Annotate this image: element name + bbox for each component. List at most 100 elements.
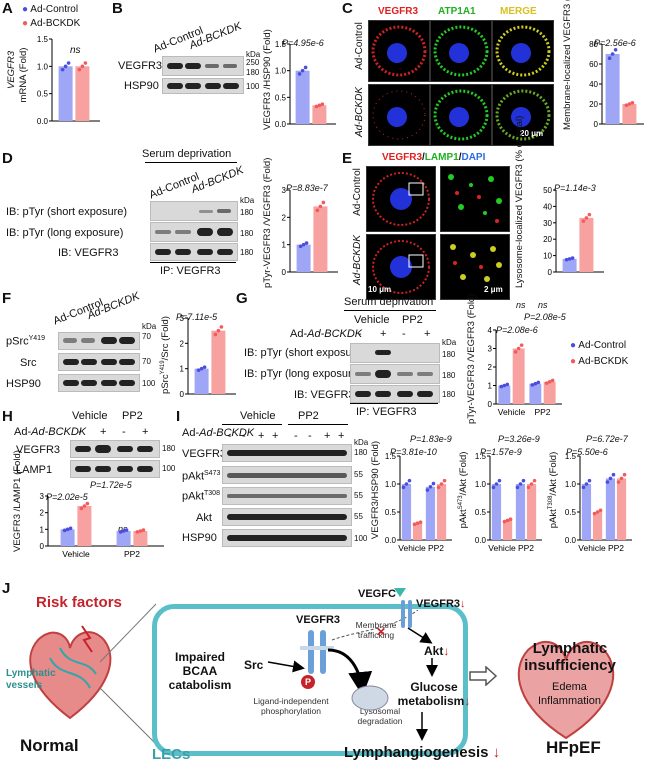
data-point (418, 520, 423, 524)
panel-g-ns-2: ns (538, 300, 548, 310)
bar (116, 531, 131, 546)
bar (512, 348, 525, 404)
receptor-icon (300, 630, 334, 674)
y-tick-label: 1.0 (275, 67, 287, 76)
bar (401, 484, 412, 540)
panel-i-blot-1: VEGFR3 (182, 448, 227, 460)
panel-e-label: E (342, 150, 353, 167)
data-point (300, 68, 305, 73)
sign: - (294, 430, 298, 442)
kda-marker: 180 (240, 229, 254, 238)
sign: - (228, 430, 232, 442)
y-tick-label: 40 (589, 80, 598, 89)
y-tick-label: 3 (282, 186, 287, 195)
panel-c-ylabel: Membrane-localized VEGFR3 (% of total) (562, 0, 573, 130)
bar (58, 66, 73, 121)
kda-label: kDa (354, 438, 369, 447)
data-point (494, 482, 499, 486)
panel-i-p1-2: P=3.26e-9 (498, 434, 540, 444)
panel-j-hfpef: HFpEF (546, 738, 601, 757)
data-point (415, 521, 420, 525)
panel-b-group-2: Ad-BCKDK (187, 20, 244, 52)
panel-j-label: J (2, 580, 11, 597)
data-point (404, 482, 409, 486)
bar (526, 484, 537, 540)
panel-g-blot-long (350, 364, 440, 384)
y-tick-label: 80 (589, 40, 598, 49)
data-point (83, 61, 88, 65)
data-point (622, 472, 627, 477)
y-tick-label: 1.5 (475, 452, 487, 461)
y-tick-label: 0.5 (565, 508, 577, 517)
panel-g-label: G (236, 290, 248, 307)
bar (562, 258, 577, 272)
sign: + (338, 430, 345, 442)
bar (133, 531, 148, 546)
y-tick-label: 0 (488, 400, 493, 409)
kda-marker: 55 (354, 470, 363, 479)
data-point (318, 204, 323, 209)
data-point (315, 208, 320, 213)
sign: - (358, 328, 362, 340)
kda-label: kDa (442, 338, 457, 347)
panel-f-blot-3: HSP90 (6, 378, 41, 390)
y-tick-label: 1.0 (475, 480, 487, 489)
data-point (497, 478, 502, 483)
outcome-arrow-icon (469, 666, 498, 686)
panel-g-chart: 0 1 2 3 4 Vehicle PP2 (488, 326, 562, 417)
data-point (515, 485, 520, 490)
bar (543, 381, 556, 404)
kda-marker: 100 (162, 464, 176, 473)
panel-a-ylabel-2: mRNA (Fold) (18, 47, 29, 103)
panel-e-scalebar-2: 2 μm (484, 285, 503, 294)
data-point (587, 212, 592, 217)
data-point (60, 67, 65, 72)
bar (425, 486, 436, 540)
panel-d-chart: 0 1 2 3 (282, 186, 338, 276)
x-tick-label: PP2 (428, 543, 444, 553)
panel-f-blot-psrc (58, 332, 140, 350)
panel-d-blot-1: IB: pTyr (short exposure) (6, 206, 128, 218)
panel-h-treat-1: Vehicle (72, 410, 108, 422)
panel-j-vegfr3: VEGFR3 (296, 614, 341, 626)
sign: + (324, 430, 331, 442)
panel-j-membrane: Membrane trafficking (355, 620, 397, 640)
sign: - (402, 328, 406, 340)
panel-d-blot-long (150, 222, 238, 242)
panel-b-blot-hsp90 (162, 78, 244, 94)
y-tick-label: 1 (488, 382, 493, 391)
panel-i-blot-hsp90 (222, 529, 352, 547)
y-tick-label: 1.5 (275, 40, 287, 49)
panel-e-row-1: Ad-Control (352, 168, 363, 216)
panel-c-channel-3: MERGE (500, 6, 537, 17)
x-tick-label: PP2 (608, 543, 624, 553)
y-tick-label: 0 (40, 542, 45, 551)
data-point (533, 381, 538, 386)
data-point (428, 485, 433, 489)
data-point (508, 517, 513, 522)
legend-dot-icon: ● (570, 356, 577, 367)
lec-cell (152, 604, 468, 756)
data-point (547, 380, 552, 384)
panel-c-image-3 (492, 20, 554, 82)
data-point (412, 522, 417, 527)
sign: - (122, 426, 126, 438)
data-point (584, 216, 589, 220)
x-tick-label: Vehicle (578, 543, 606, 553)
data-point (138, 529, 143, 533)
panel-e-scalebar-1: 10 μm (368, 285, 392, 294)
panel-e-image-1 (366, 166, 436, 232)
panel-g-blot-short (350, 343, 440, 363)
y-tick-label: 0.5 (385, 508, 397, 517)
data-point (303, 65, 308, 70)
data-point (401, 485, 406, 490)
data-point (491, 485, 496, 490)
data-point (442, 478, 447, 483)
bar (579, 217, 594, 272)
panel-j-arrows (407, 627, 438, 741)
x-tick-label: Vehicle (488, 543, 516, 553)
data-point (298, 244, 303, 249)
kda-marker: 180 (442, 350, 456, 359)
y-tick-label: 0 (282, 268, 287, 276)
panel-d-blot-vegfr3 (150, 243, 238, 261)
